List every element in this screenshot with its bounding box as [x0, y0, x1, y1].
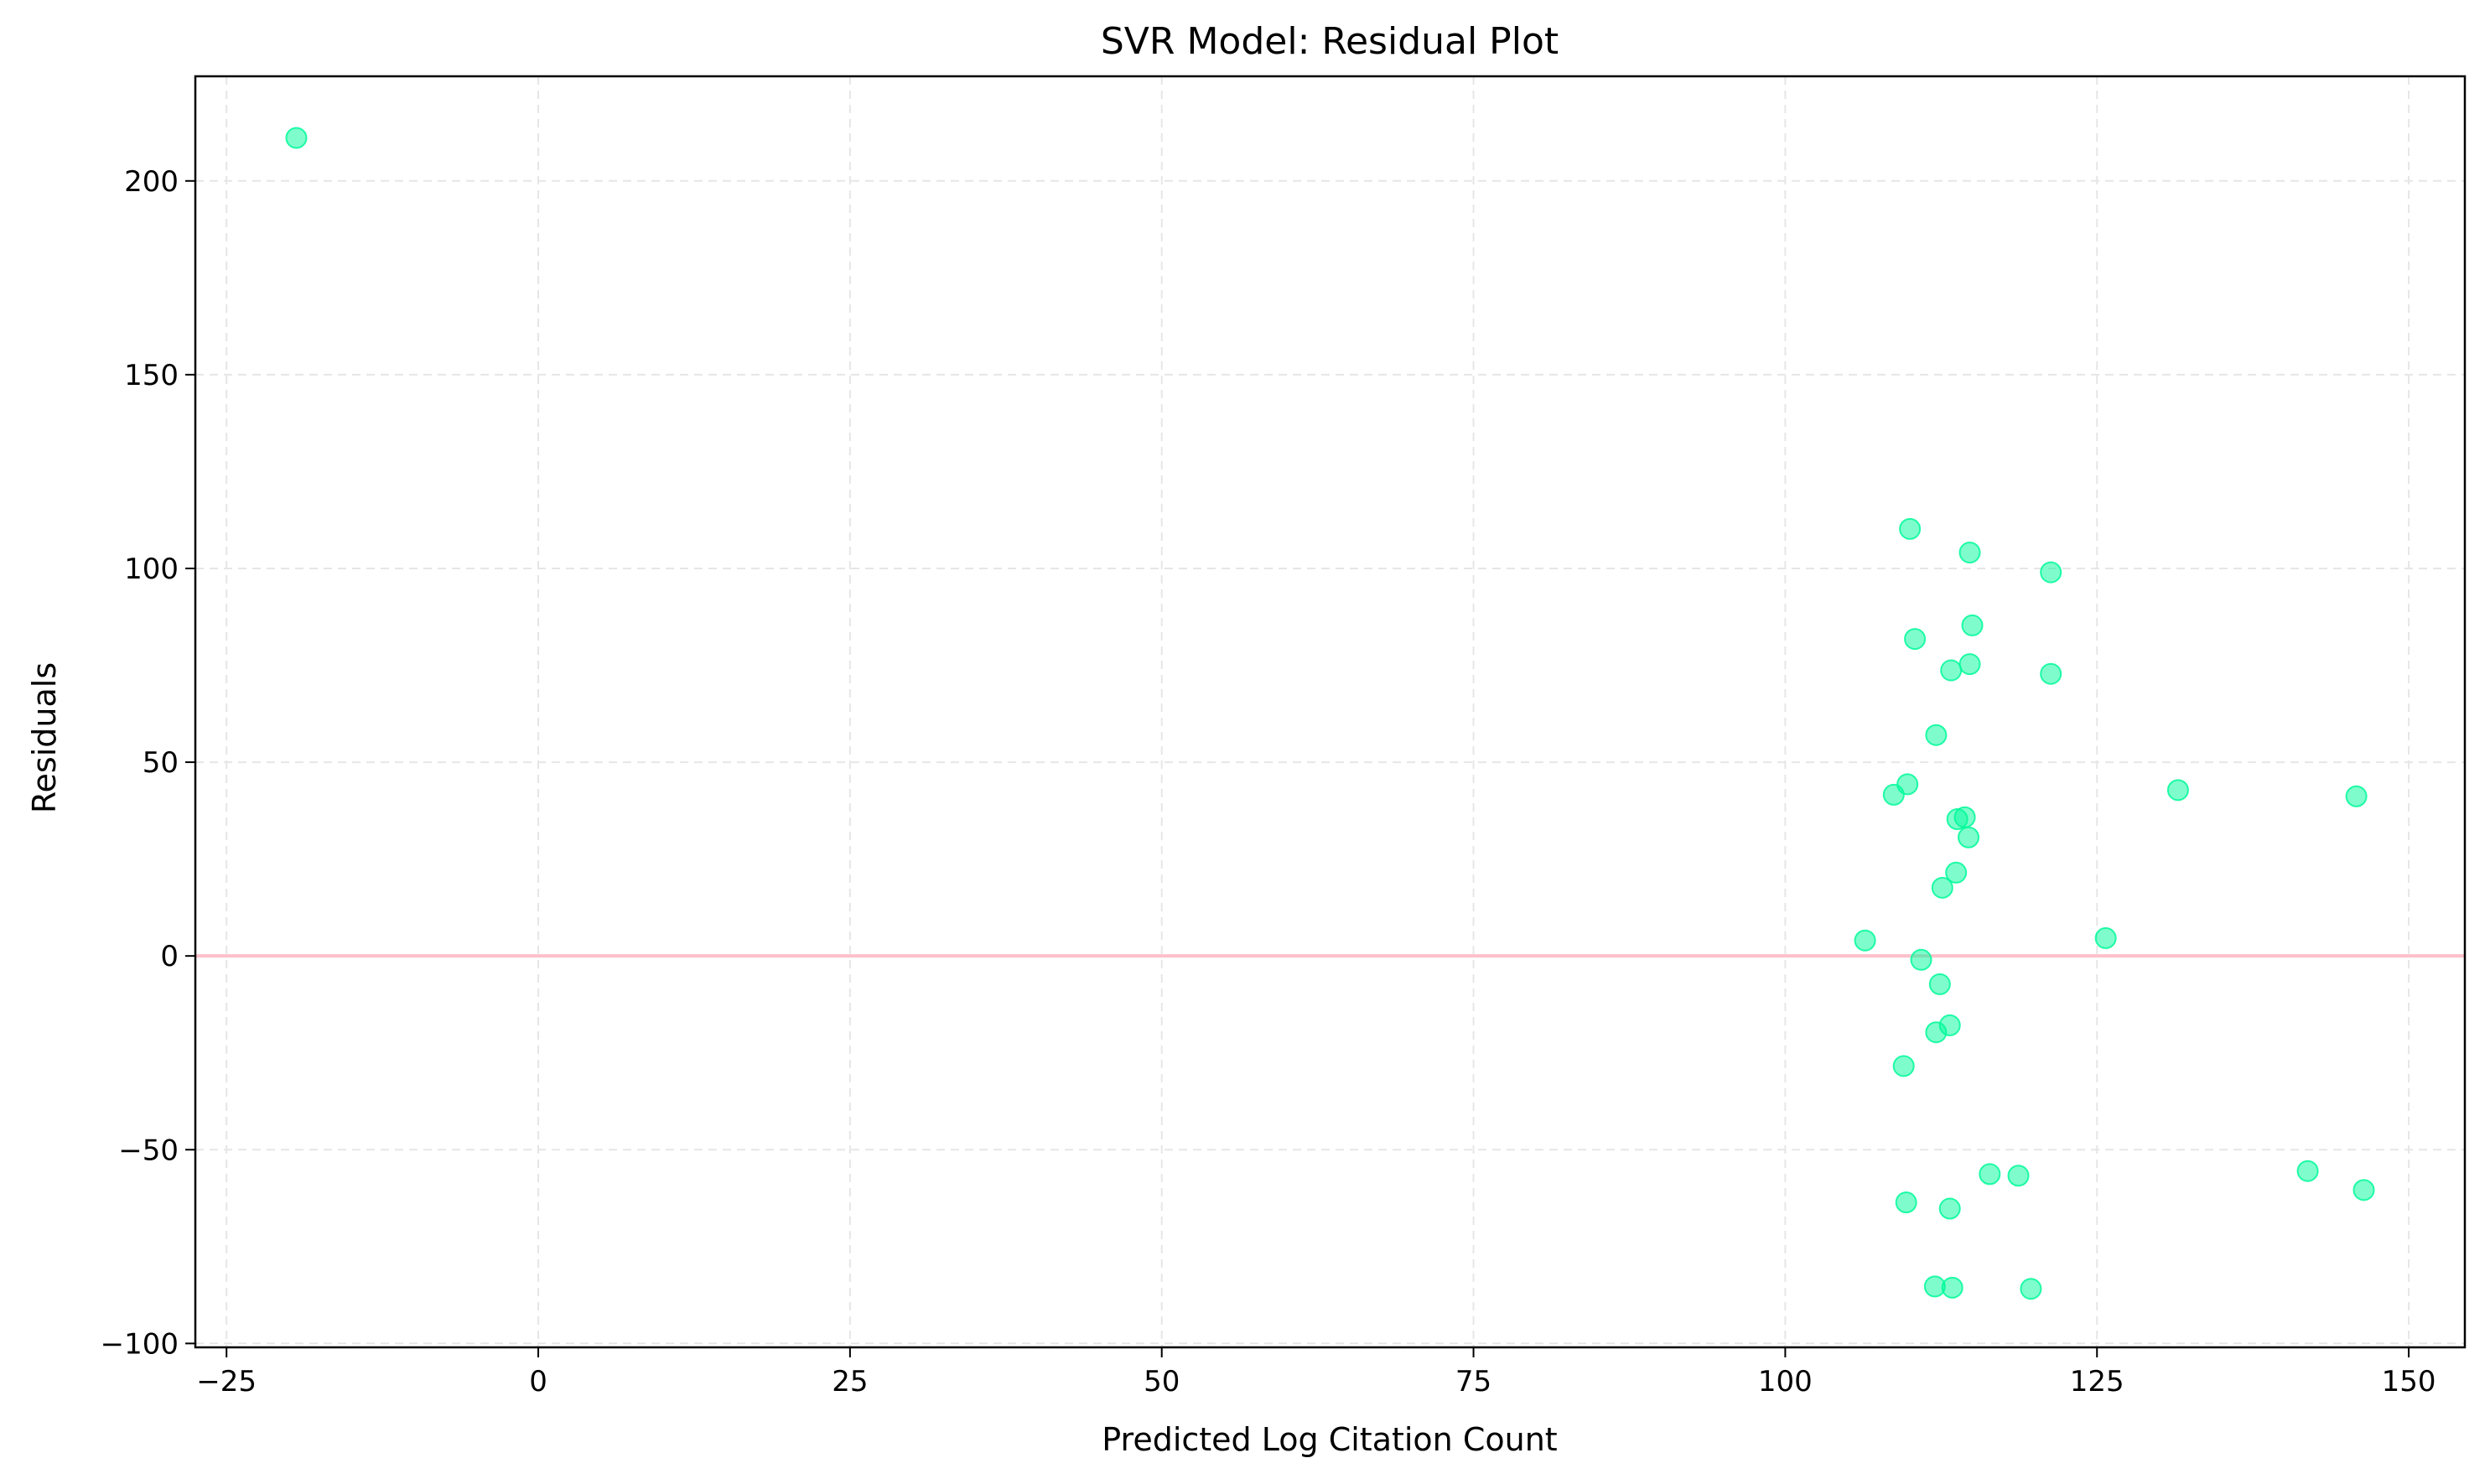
scatter-point: [1940, 659, 1963, 682]
plot-area-frame: [194, 75, 2467, 1349]
scatter-point: [1945, 861, 1968, 884]
y-axis-label: Residuals: [26, 662, 63, 813]
y-tick-label: −50: [118, 1134, 179, 1167]
scatter-point: [1904, 628, 1927, 651]
x-tick-label: −25: [196, 1365, 257, 1398]
x-axis-label: Predicted Log Citation Count: [1102, 1421, 1557, 1458]
scatter-point: [2020, 1278, 2042, 1300]
scatter-point: [1910, 948, 1932, 971]
x-tick-label: 75: [1455, 1365, 1491, 1398]
scatter-point: [1899, 517, 1922, 540]
x-tick-label: 150: [2382, 1365, 2436, 1398]
scatter-point: [2353, 1179, 2375, 1201]
scatter-point: [1854, 929, 1876, 952]
y-tick-label: 0: [160, 940, 179, 973]
scatter-point: [1941, 1276, 1963, 1299]
scatter-point: [2040, 561, 2062, 584]
y-tick-label: −100: [101, 1327, 179, 1361]
scatter-point: [1925, 1021, 1948, 1044]
scatter-point: [1892, 1055, 1915, 1077]
x-tick-label: 25: [832, 1365, 868, 1398]
scatter-point: [1925, 724, 1948, 746]
x-tick-label: 50: [1144, 1365, 1180, 1398]
scatter-point: [1946, 808, 1969, 831]
scatter-point: [1958, 826, 1980, 848]
scatter-point: [1958, 653, 1981, 676]
scatter-point: [2007, 1165, 2030, 1187]
scatter-point: [1882, 783, 1905, 806]
data-points: [285, 127, 2375, 1300]
y-axis-ticks: −100 −50 0 50 100 150 200: [101, 165, 195, 1361]
scatter-point: [2345, 785, 2368, 807]
scatter-point: [2040, 662, 2062, 685]
x-tick-label: 0: [529, 1365, 547, 1398]
scatter-point: [1958, 542, 1981, 564]
y-tick-label: 50: [143, 746, 179, 780]
scatter-point: [2296, 1160, 2319, 1182]
chart-title: SVR Model: Residual Plot: [1101, 20, 1559, 63]
x-tick-label: 125: [2070, 1365, 2124, 1398]
x-tick-label: 100: [1758, 1365, 1813, 1398]
scatter-point: [2166, 779, 2189, 802]
y-tick-label: 150: [124, 359, 179, 392]
scatter-point: [1961, 614, 1984, 636]
x-axis-ticks: −25 0 25 50 75 100 125 150: [196, 1347, 2436, 1398]
scatter-point: [1928, 973, 1951, 995]
scatter-point: [1931, 876, 1953, 899]
scatter-point: [285, 127, 308, 149]
y-tick-label: 100: [124, 553, 179, 586]
scatter-point: [1979, 1163, 2001, 1186]
scatter-point: [1938, 1197, 1961, 1220]
scatter-point: [2094, 926, 2117, 949]
scatter-point: [1895, 1191, 1917, 1214]
y-tick-label: 200: [124, 165, 179, 199]
